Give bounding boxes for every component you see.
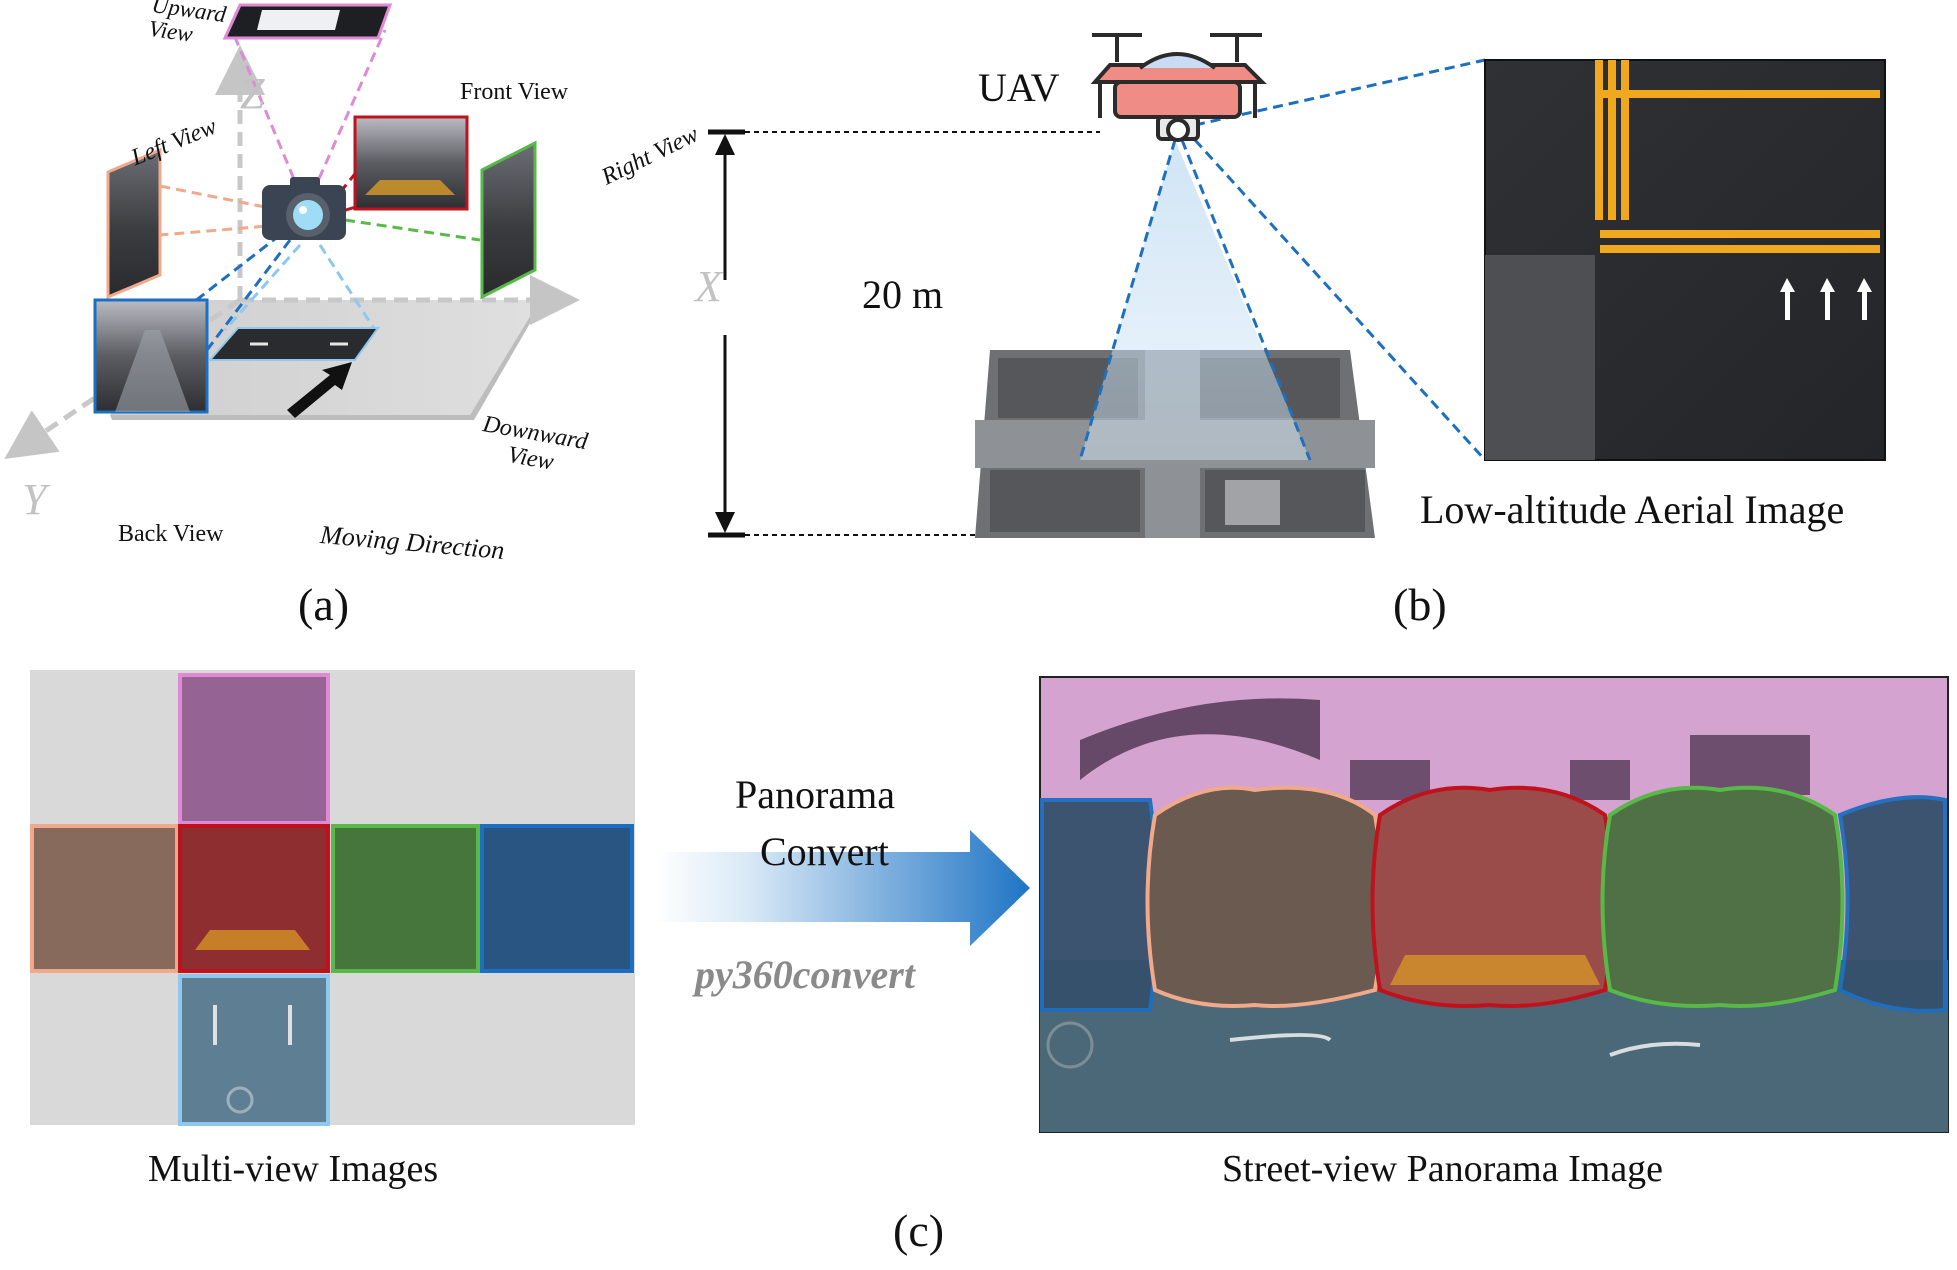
panel-b-label: (b) — [1393, 579, 1447, 630]
convert-arrow — [655, 830, 1030, 946]
tool-name-label: py360convert — [695, 952, 915, 997]
front-view-image — [353, 115, 469, 211]
axis-label-y: Y — [22, 475, 47, 524]
downward-view-image — [207, 327, 380, 361]
back-view-label: Back View — [118, 521, 224, 547]
cube-face-left — [30, 824, 179, 973]
panel-c — [30, 670, 1949, 1133]
beam-rays — [1078, 58, 1487, 462]
panel-a — [4, 3, 580, 459]
view-rays — [159, 29, 481, 351]
panel-b — [708, 33, 1886, 538]
pano-segment-left — [1145, 785, 1385, 1008]
crosswalk-marks — [1595, 60, 1880, 253]
multiview-caption: Multi-view Images — [148, 1148, 439, 1190]
pano-segment-right — [1600, 785, 1845, 1008]
pano-segment-back-left — [1040, 798, 1160, 1012]
lane-arrows — [1780, 278, 1872, 320]
altitude-label: 20 m — [862, 272, 944, 317]
panel-c-label: (c) — [893, 1205, 945, 1256]
convert-label-line1: Panorama — [735, 772, 895, 817]
cube-face-down — [178, 974, 330, 1126]
pano-segment-back-right — [1837, 795, 1947, 1013]
axis-label-z: Z — [240, 69, 265, 118]
drone-icon — [1090, 33, 1267, 142]
aerial-caption: Low-altitude Aerial Image — [1420, 487, 1845, 532]
convert-label-line2: Convert — [760, 829, 889, 874]
right-view-image — [480, 140, 537, 300]
camera-beam — [1080, 140, 1310, 460]
left-view-image — [106, 147, 162, 300]
panel-a-label: (a) — [298, 579, 350, 630]
cube-face-right — [331, 824, 480, 973]
axis-label-x: X — [695, 262, 722, 311]
front-view-label: Front View — [460, 79, 569, 105]
moving-direction-arrow — [287, 362, 352, 418]
pano-segment-front — [1370, 785, 1615, 1008]
panorama-caption: Street-view Panorama Image — [1222, 1148, 1664, 1190]
camera-icon — [262, 177, 346, 240]
uav-label: UAV — [978, 65, 1060, 110]
cube-face-up — [178, 673, 330, 825]
cube-face-back — [480, 824, 634, 973]
